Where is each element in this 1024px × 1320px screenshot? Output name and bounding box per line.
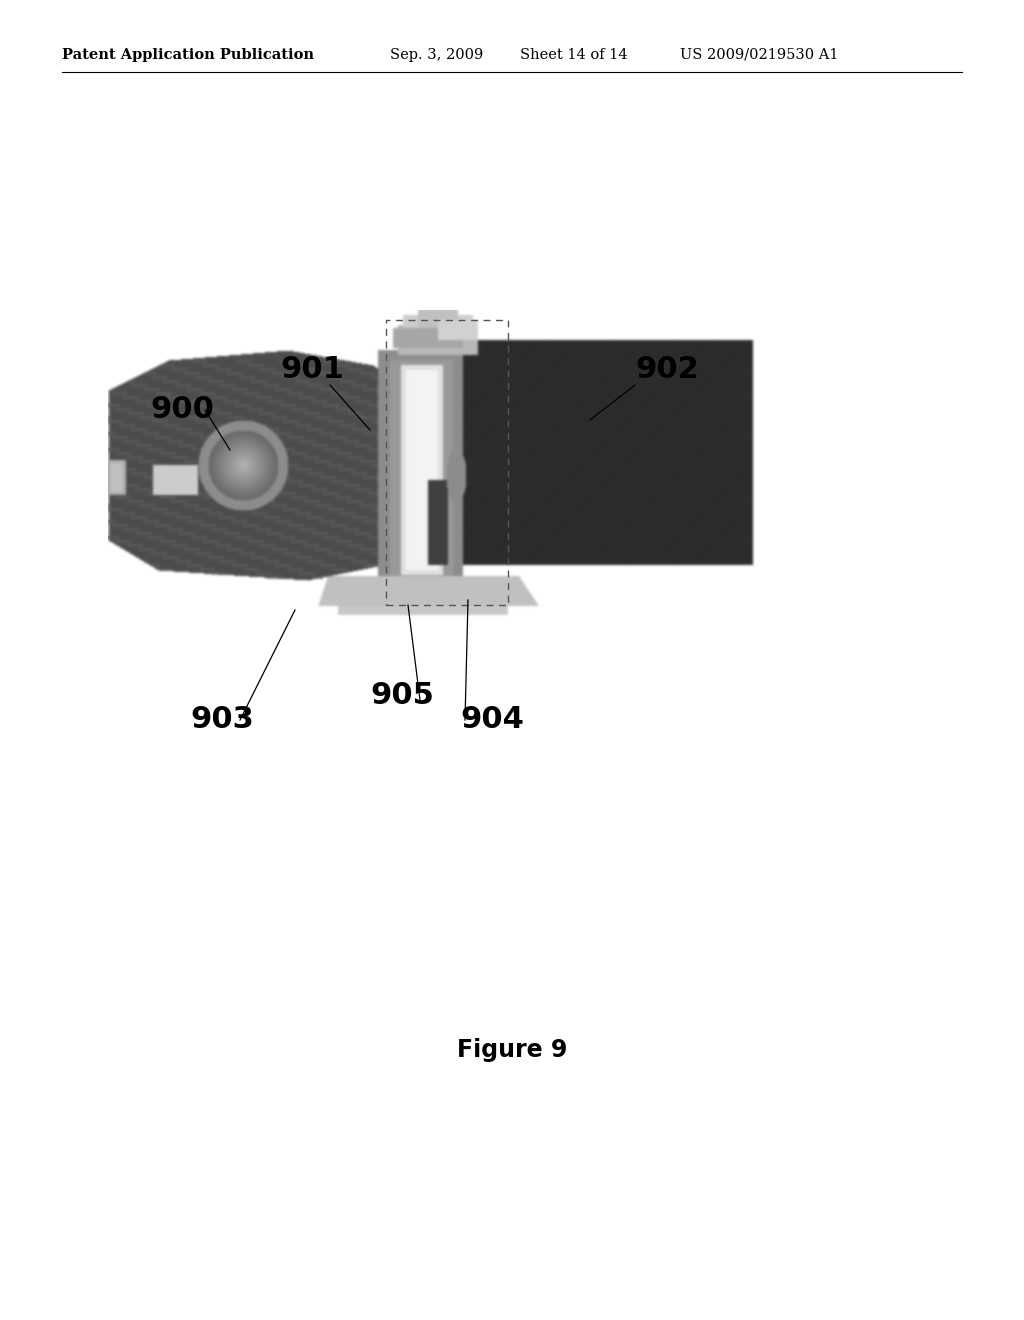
Text: 900: 900 xyxy=(150,396,214,425)
Bar xyxy=(386,319,508,605)
Text: Sep. 3, 2009: Sep. 3, 2009 xyxy=(390,48,483,62)
Text: 903: 903 xyxy=(190,705,254,734)
Text: US 2009/0219530 A1: US 2009/0219530 A1 xyxy=(680,48,839,62)
Text: 904: 904 xyxy=(460,705,524,734)
Text: 905: 905 xyxy=(370,681,434,710)
Text: Figure 9: Figure 9 xyxy=(457,1038,567,1063)
Text: 901: 901 xyxy=(280,355,344,384)
Text: Patent Application Publication: Patent Application Publication xyxy=(62,48,314,62)
Text: Sheet 14 of 14: Sheet 14 of 14 xyxy=(520,48,628,62)
Text: 902: 902 xyxy=(635,355,698,384)
